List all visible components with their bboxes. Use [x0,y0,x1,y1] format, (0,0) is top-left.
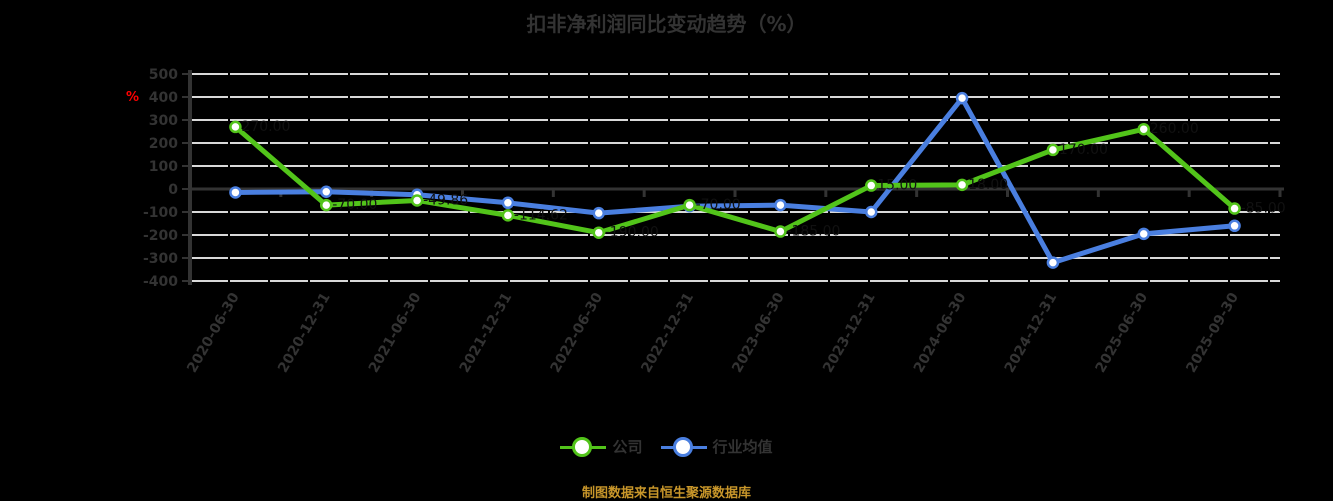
y-tick-label: 100 [149,159,178,175]
data-point[interactable] [774,198,787,212]
data-point[interactable] [1228,202,1241,215]
data-point[interactable] [683,198,696,212]
legend-label-industry-avg: 行业均值 [712,438,773,456]
y-tick-label: 400 [149,90,178,106]
chart-title: 扣非净利润同比变动趋势（%） [526,12,807,36]
series-line [233,125,1237,236]
y-tick-label: 200 [149,136,178,152]
data-point[interactable] [1137,227,1150,241]
x-tick-label: 2020-12-31 [275,290,334,376]
data-point[interactable] [320,198,333,212]
data-point[interactable] [592,206,605,220]
x-tick-label: 2021-12-31 [457,290,516,376]
x-tick-label: 2021-06-30 [366,290,425,376]
legend-marker-company-icon [560,436,607,457]
y-tick-label: -200 [143,228,178,244]
legend-marker-industry-icon [660,436,707,457]
x-tick-label: 2020-06-30 [184,290,243,376]
x-tick-label: 2022-12-31 [638,290,697,376]
data-point[interactable] [229,186,242,199]
data-point[interactable] [865,205,878,219]
y-axis-unit: % [126,90,140,105]
data-label: 15.00 [877,178,917,194]
line-chart: 500 400 300 200 100 0 -100 -200 -300 -400 2020-06-… [143,67,1286,376]
data-point[interactable] [955,91,969,105]
y-tick-label: -400 [143,274,178,290]
y-tick-label: 500 [149,67,178,83]
y-tick-label: 300 [149,113,178,129]
x-tick-label: 2023-06-30 [729,290,788,376]
x-tick-label: 2024-12-31 [1002,290,1061,376]
x-tick-label: 2023-12-31 [820,290,879,376]
series-line [235,95,1235,266]
x-tick-label: 2024-06-30 [911,290,970,376]
x-tick-label: 2025-06-30 [1093,290,1152,376]
data-point[interactable] [501,209,515,222]
x-tick-label: 2025-09-30 [1183,290,1242,376]
legend-item-industry-avg[interactable]: 行业均值 [660,436,773,457]
y-tick-label: -300 [143,251,178,267]
legend-label-company: 公司 [612,438,643,456]
data-point[interactable] [1046,143,1060,157]
y-tick-label: 0 [168,182,178,198]
data-label: -49.86 [423,192,468,208]
data-point[interactable] [501,196,515,210]
data-point[interactable] [955,178,969,192]
y-tick-label: -100 [143,205,178,221]
data-label: 270.00 [241,119,290,135]
data-label: 170.00 [1059,142,1108,158]
data-point[interactable] [865,179,878,192]
data-label: -70.00 [332,197,377,213]
data-point[interactable] [592,226,605,239]
data-point[interactable] [320,185,333,199]
x-tick-label: 2022-06-30 [548,290,607,376]
data-label: -190.00 [605,225,659,241]
data-point[interactable] [229,120,242,134]
data-point[interactable] [1137,122,1150,136]
data-label: -185.00 [786,224,840,240]
legend-item-company[interactable]: 公司 [560,436,643,457]
data-point[interactable] [410,194,424,207]
data-point[interactable] [1228,219,1241,233]
data-label: -114.62 [514,207,568,223]
source-note: 制图数据来自恒生聚源数据库 [581,486,751,501]
data-point[interactable] [774,225,787,238]
data-label: -70.00 [696,197,741,213]
data-point[interactable] [1046,256,1060,269]
legend: 公司 行业均值 [0,436,1333,457]
data-label: 260.00 [1150,121,1199,137]
data-label: -85.00 [1241,201,1286,217]
data-label: 18.00 [968,177,1008,193]
